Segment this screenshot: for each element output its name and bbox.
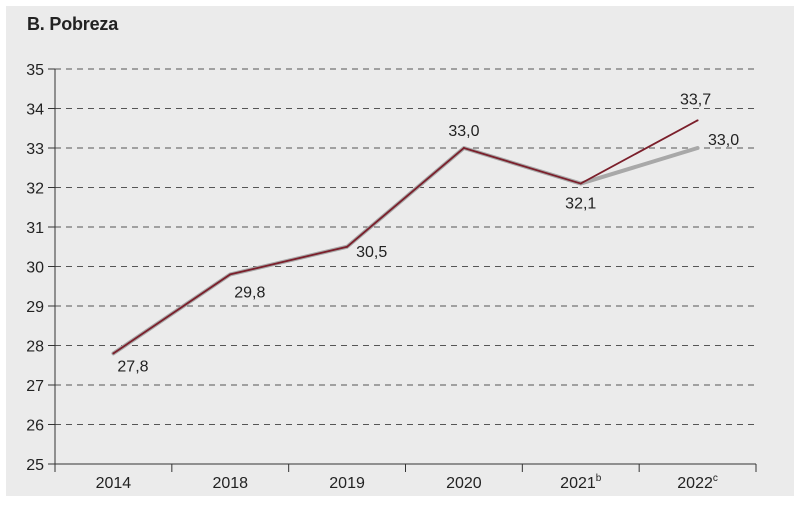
y-tick-label: 28 — [26, 339, 44, 356]
y-tick-label: 32 — [26, 181, 44, 198]
y-tick-label: 34 — [26, 102, 44, 119]
x-tick-label: 2019 — [329, 475, 365, 492]
data-label: 32,1 — [565, 196, 596, 213]
y-tick-label: 27 — [26, 378, 44, 395]
data-label: 30,5 — [356, 244, 387, 261]
data-label: 29,8 — [234, 284, 265, 301]
series-projection-line — [111, 146, 700, 356]
x-tick-label: 2020 — [446, 475, 482, 492]
data-point — [579, 182, 582, 185]
y-tick-label: 35 — [26, 62, 44, 79]
y-tick-label: 30 — [26, 260, 44, 277]
data-label: 33,0 — [448, 123, 479, 140]
grid-lines — [55, 68, 756, 425]
data-label: 33,7 — [680, 91, 711, 108]
data-point — [112, 352, 115, 355]
y-tick-label: 31 — [26, 220, 44, 237]
data-point — [229, 273, 232, 276]
x-tick-label: 2014 — [96, 475, 132, 492]
data-point — [346, 245, 349, 248]
chart-title: B. Pobreza — [27, 14, 119, 34]
data-point — [696, 119, 699, 122]
x-tick-label: 2021b — [560, 473, 602, 492]
y-tick-label: 25 — [26, 457, 44, 474]
y-tick-label: 29 — [26, 299, 44, 316]
y-tick-label: 26 — [26, 418, 44, 435]
series-main-line — [112, 119, 699, 355]
data-label: 27,8 — [117, 358, 148, 375]
y-tick-label: 33 — [26, 141, 44, 158]
x-tick-label: 2018 — [212, 475, 248, 492]
data-label-projection: 33,0 — [708, 132, 739, 149]
chart-panel — [6, 6, 794, 496]
data-point — [462, 147, 465, 149]
axes: 25 26 27 28 29 30 31 32 33 34 35 2014 2018 2019 2020 20… — [26, 62, 757, 492]
data-labels: 27,8 29,8 30,5 33,0 32,1 33,7 33,0 — [117, 91, 739, 375]
series — [111, 119, 700, 356]
x-tick-label: 2022c — [677, 473, 718, 492]
